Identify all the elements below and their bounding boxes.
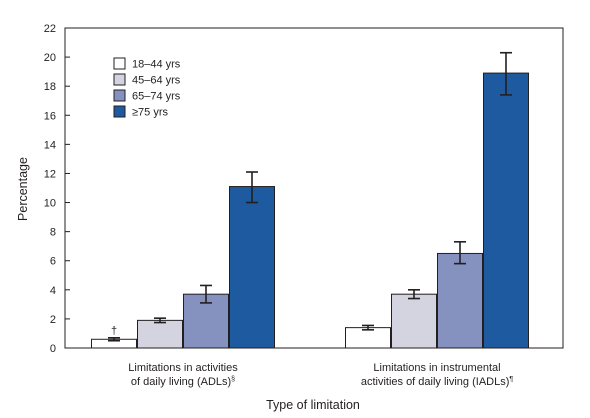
bar-annotations: † <box>111 325 117 337</box>
footnote-mark: § <box>231 376 235 383</box>
bar-annotation: † <box>111 325 117 337</box>
category-label-line1: Limitations in activities <box>128 362 238 374</box>
y-tick-label: 16 <box>44 110 56 122</box>
y-tick-label: 14 <box>44 139 56 151</box>
bar <box>437 252 483 349</box>
y-tick-label: 4 <box>50 285 56 297</box>
category-labels: Limitations in activities of daily living… <box>128 362 513 388</box>
bar <box>229 186 275 349</box>
bar <box>483 72 529 349</box>
legend-swatch <box>113 57 126 70</box>
legend-label: ≥75 yrs <box>132 107 168 119</box>
y-tick-label: 8 <box>50 227 56 239</box>
y-tick-label: 6 <box>50 256 56 268</box>
legend: 18–44 yrs 45–64 yrs 65–74 yrs ≥75 yrs <box>113 57 181 119</box>
y-tick-label: 10 <box>44 198 56 210</box>
y-axis-title: Percentage <box>16 157 30 221</box>
error-bars <box>108 51 512 342</box>
category-label-line2: of daily living (ADLs)§ <box>131 376 235 388</box>
y-tick-label: 18 <box>44 81 56 93</box>
y-tick-label: 12 <box>44 168 56 180</box>
legend-label: 65–74 yrs <box>132 91 181 103</box>
y-tick-label: 20 <box>44 52 56 64</box>
bar <box>137 319 183 349</box>
plot-border <box>64 27 564 349</box>
bar <box>391 293 437 349</box>
legend-swatch <box>113 105 126 118</box>
bar <box>345 327 391 349</box>
legend-label: 45–64 yrs <box>132 75 181 87</box>
category-label-line2: activities of daily living (IADLs)¶ <box>361 376 514 388</box>
category-label-line2-text: activities of daily living (IADLs) <box>361 376 510 388</box>
legend-swatch <box>113 73 126 86</box>
y-axis: 0 2 4 6 8 10 12 14 16 18 20 22 <box>44 23 70 355</box>
category-label-line1: Limitations in instrumental <box>373 362 500 374</box>
y-tick-label: 2 <box>50 314 56 326</box>
x-axis-title: Type of limitation <box>266 398 360 412</box>
y-tick-label: 22 <box>44 23 56 35</box>
category-label-line2-text: of daily living (ADLs) <box>131 376 231 388</box>
plot-frame <box>64 27 564 349</box>
footnote-mark: ¶ <box>509 376 513 383</box>
bars <box>91 72 529 349</box>
legend-swatch <box>113 89 126 102</box>
y-tick-label: 0 <box>50 343 56 355</box>
legend-label: 18–44 yrs <box>132 59 181 71</box>
